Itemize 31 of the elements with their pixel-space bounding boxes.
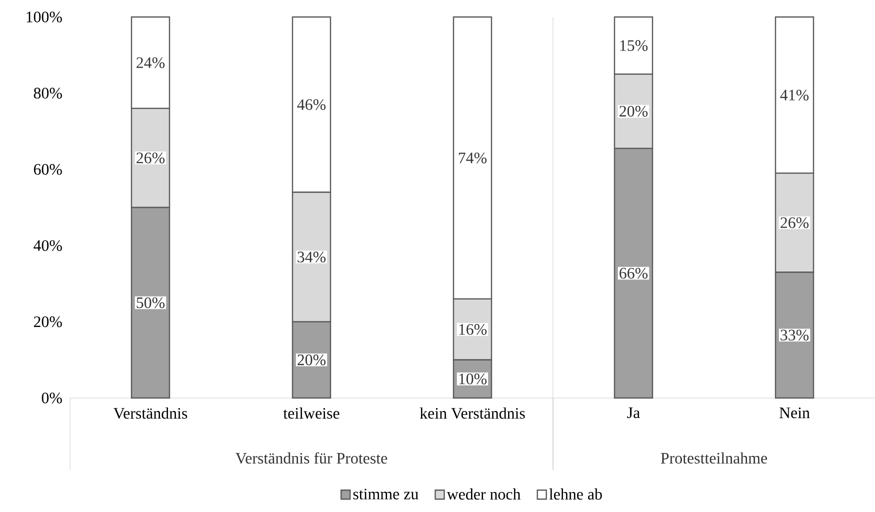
y-tick-label: 0% xyxy=(42,392,62,404)
data-label: 10% xyxy=(459,374,487,384)
legend-label: weder noch xyxy=(446,488,521,500)
text: Protestteilnahme xyxy=(660,452,768,464)
x-tick-label: Ja xyxy=(627,408,640,418)
data-label: 33% xyxy=(780,330,809,341)
data-label: 34% xyxy=(298,252,326,262)
data-label: 26% xyxy=(136,152,165,164)
y-tick-label: 60% xyxy=(34,164,62,175)
x-tick-label: kein Verständnis xyxy=(420,408,525,419)
data-label: 20% xyxy=(298,354,326,366)
data-label: 46% xyxy=(297,99,326,110)
data-label: 50% xyxy=(136,297,165,308)
data-label: 15% xyxy=(620,40,648,51)
data-label: 26% xyxy=(780,217,809,228)
data-label: 66% xyxy=(620,268,648,279)
legend-label: stimme zu xyxy=(353,488,418,500)
data-label: 20% xyxy=(620,106,648,117)
x-tick-label: Verständnis xyxy=(113,408,188,419)
data-label: 24% xyxy=(136,57,165,68)
data-label: 74% xyxy=(458,152,487,164)
legend-label: lehne ab xyxy=(549,488,602,500)
y-tick-label: 100% xyxy=(26,12,62,22)
y-tick-label: 20% xyxy=(34,316,62,328)
y-tick-label: 40% xyxy=(34,240,62,251)
text: Verständnis für Proteste xyxy=(236,452,388,464)
data-label: 16% xyxy=(459,324,487,335)
data-label: 41% xyxy=(780,90,809,100)
y-tick-label: 80% xyxy=(34,88,62,99)
x-tick-label: teilweise xyxy=(283,408,340,419)
x-tick-label: Nein xyxy=(779,408,810,418)
